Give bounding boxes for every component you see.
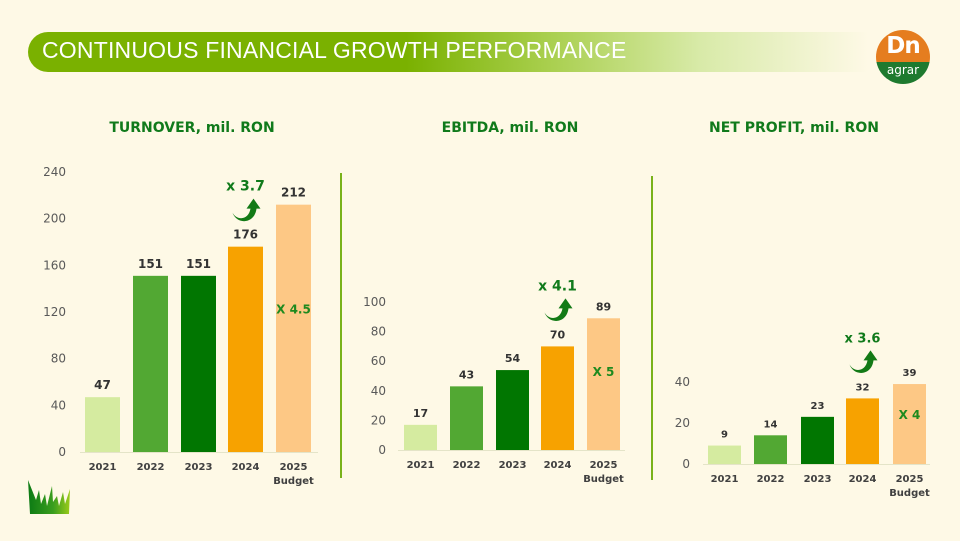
turnover-x-tick-label-2021: 2021 bbox=[89, 462, 117, 473]
ebitda-y-tick-label: 60 bbox=[371, 354, 386, 368]
divider-right bbox=[651, 176, 653, 480]
turnover-x-tick-label-2024: 2024 bbox=[232, 462, 260, 473]
net-profit-bar-2024 bbox=[846, 398, 879, 464]
turnover-budget-multiplier-label: X 4.5 bbox=[276, 302, 311, 316]
turnover-value-label-2023: 151 bbox=[186, 257, 211, 271]
net-profit-bar-2025 bbox=[893, 384, 926, 464]
header-bar bbox=[28, 32, 868, 72]
ebitda-chart-title: EBITDA, mil. RON bbox=[441, 120, 579, 136]
ebitda-value-label-2025: 89 bbox=[596, 300, 611, 313]
net-profit-y-tick-label: 20 bbox=[675, 416, 690, 430]
turnover-value-label-2021: 47 bbox=[94, 378, 111, 392]
turnover-growth-multiplier-label: x 3.7 bbox=[226, 179, 265, 195]
turnover-x-tick-label-2023: 2023 bbox=[185, 462, 213, 473]
net-profit-x-tick-label-2021: 2021 bbox=[711, 474, 739, 485]
ebitda-y-tick-label: 40 bbox=[371, 384, 386, 398]
net-profit-x-tick-label-2023: 2023 bbox=[804, 474, 832, 485]
ebitda-x-tick-sublabel: Budget bbox=[583, 474, 624, 485]
turnover-value-label-2025: 212 bbox=[281, 186, 306, 200]
turnover-x-tick-label-2022: 2022 bbox=[137, 462, 165, 473]
ebitda-budget-multiplier-label: X 5 bbox=[593, 365, 615, 379]
net-profit-y-tick-label: 40 bbox=[675, 375, 690, 389]
ebitda-bar-2025 bbox=[587, 318, 620, 450]
turnover-bar-2024 bbox=[228, 246, 263, 452]
turnover-bar-2025 bbox=[276, 204, 311, 452]
turnover-y-tick-label: 0 bbox=[58, 445, 66, 459]
turnover-x-tick-sublabel: Budget bbox=[273, 476, 314, 487]
grass-icon bbox=[28, 480, 70, 514]
turnover-bar-2022 bbox=[133, 275, 168, 452]
net-profit-chart-title: NET PROFIT, mil. RON bbox=[709, 120, 879, 136]
ebitda-x-tick-label-2023: 2023 bbox=[499, 460, 527, 471]
page-title: CONTINUOUS FINANCIAL GROWTH PERFORMANCE bbox=[42, 37, 627, 63]
turnover-growth-arrow-icon bbox=[232, 198, 261, 222]
net-profit-value-label-2023: 23 bbox=[811, 401, 825, 412]
ebitda-x-tick-label-2021: 2021 bbox=[407, 460, 435, 471]
net-profit-growth-multiplier-label: x 3.6 bbox=[845, 331, 881, 346]
ebitda-value-label-2022: 43 bbox=[459, 368, 474, 381]
turnover-value-label-2024: 176 bbox=[233, 228, 258, 242]
net-profit-bar-2022 bbox=[754, 435, 787, 464]
net-profit-bar-2023 bbox=[801, 416, 834, 464]
ebitda-y-tick-label: 0 bbox=[378, 443, 386, 457]
net-profit-growth-arrow-icon bbox=[849, 350, 878, 373]
ebitda-value-label-2023: 54 bbox=[505, 352, 521, 365]
ebitda-y-tick-label: 20 bbox=[371, 413, 386, 427]
ebitda-x-tick-label-2024: 2024 bbox=[544, 460, 572, 471]
ebitda-y-tick-label: 100 bbox=[363, 295, 386, 309]
ebitda-x-tick-label-2025: 2025 bbox=[590, 460, 618, 471]
ebitda-value-label-2021: 17 bbox=[413, 407, 428, 420]
net-profit-x-tick-label-2025: 2025 bbox=[896, 474, 924, 485]
ebitda-bar-2024 bbox=[541, 346, 574, 450]
turnover-chart-title: TURNOVER, mil. RON bbox=[109, 120, 275, 136]
ebitda-y-tick-label: 80 bbox=[371, 325, 386, 339]
logo-agrar-text: agrar bbox=[886, 63, 920, 77]
turnover-y-tick-label: 160 bbox=[43, 258, 66, 272]
logo-bottom-band bbox=[876, 62, 930, 84]
ebitda-growth-multiplier-label: x 4.1 bbox=[538, 278, 577, 294]
divider-left bbox=[340, 173, 342, 478]
net-profit-value-label-2025: 39 bbox=[903, 368, 917, 379]
net-profit-budget-multiplier-label: X 4 bbox=[899, 408, 921, 422]
net-profit-x-tick-sublabel: Budget bbox=[889, 488, 930, 499]
net-profit-value-label-2022: 14 bbox=[764, 419, 778, 430]
ebitda-bar-2022 bbox=[450, 386, 483, 450]
dn-agrar-logo: Dn agrar bbox=[876, 30, 930, 84]
net-profit-y-tick-label: 0 bbox=[682, 457, 690, 471]
ebitda-growth-arrow-icon bbox=[544, 298, 573, 321]
turnover-y-tick-label: 200 bbox=[43, 212, 66, 226]
net-profit-value-label-2021: 9 bbox=[721, 430, 728, 441]
ebitda-value-label-2024: 70 bbox=[550, 328, 566, 341]
net-profit-bar-2021 bbox=[708, 445, 741, 464]
turnover-y-tick-label: 80 bbox=[51, 352, 66, 366]
turnover-value-label-2022: 151 bbox=[138, 257, 163, 271]
logo-dn-text: Dn bbox=[886, 33, 920, 59]
ebitda-bar-2023 bbox=[496, 370, 529, 450]
net-profit-x-tick-label-2022: 2022 bbox=[757, 474, 785, 485]
turnover-y-tick-label: 40 bbox=[51, 398, 66, 412]
net-profit-x-tick-label-2024: 2024 bbox=[849, 474, 877, 485]
turnover-x-tick-label-2025: 2025 bbox=[280, 462, 308, 473]
turnover-y-tick-label: 240 bbox=[43, 165, 66, 179]
ebitda-bar-2021 bbox=[404, 424, 437, 450]
ebitda-x-tick-label-2022: 2022 bbox=[453, 460, 481, 471]
turnover-bar-2023 bbox=[181, 275, 216, 452]
logo-top-band bbox=[876, 30, 930, 63]
turnover-bar-2021 bbox=[85, 397, 120, 452]
turnover-y-tick-label: 120 bbox=[43, 305, 66, 319]
net-profit-value-label-2024: 32 bbox=[856, 382, 870, 393]
